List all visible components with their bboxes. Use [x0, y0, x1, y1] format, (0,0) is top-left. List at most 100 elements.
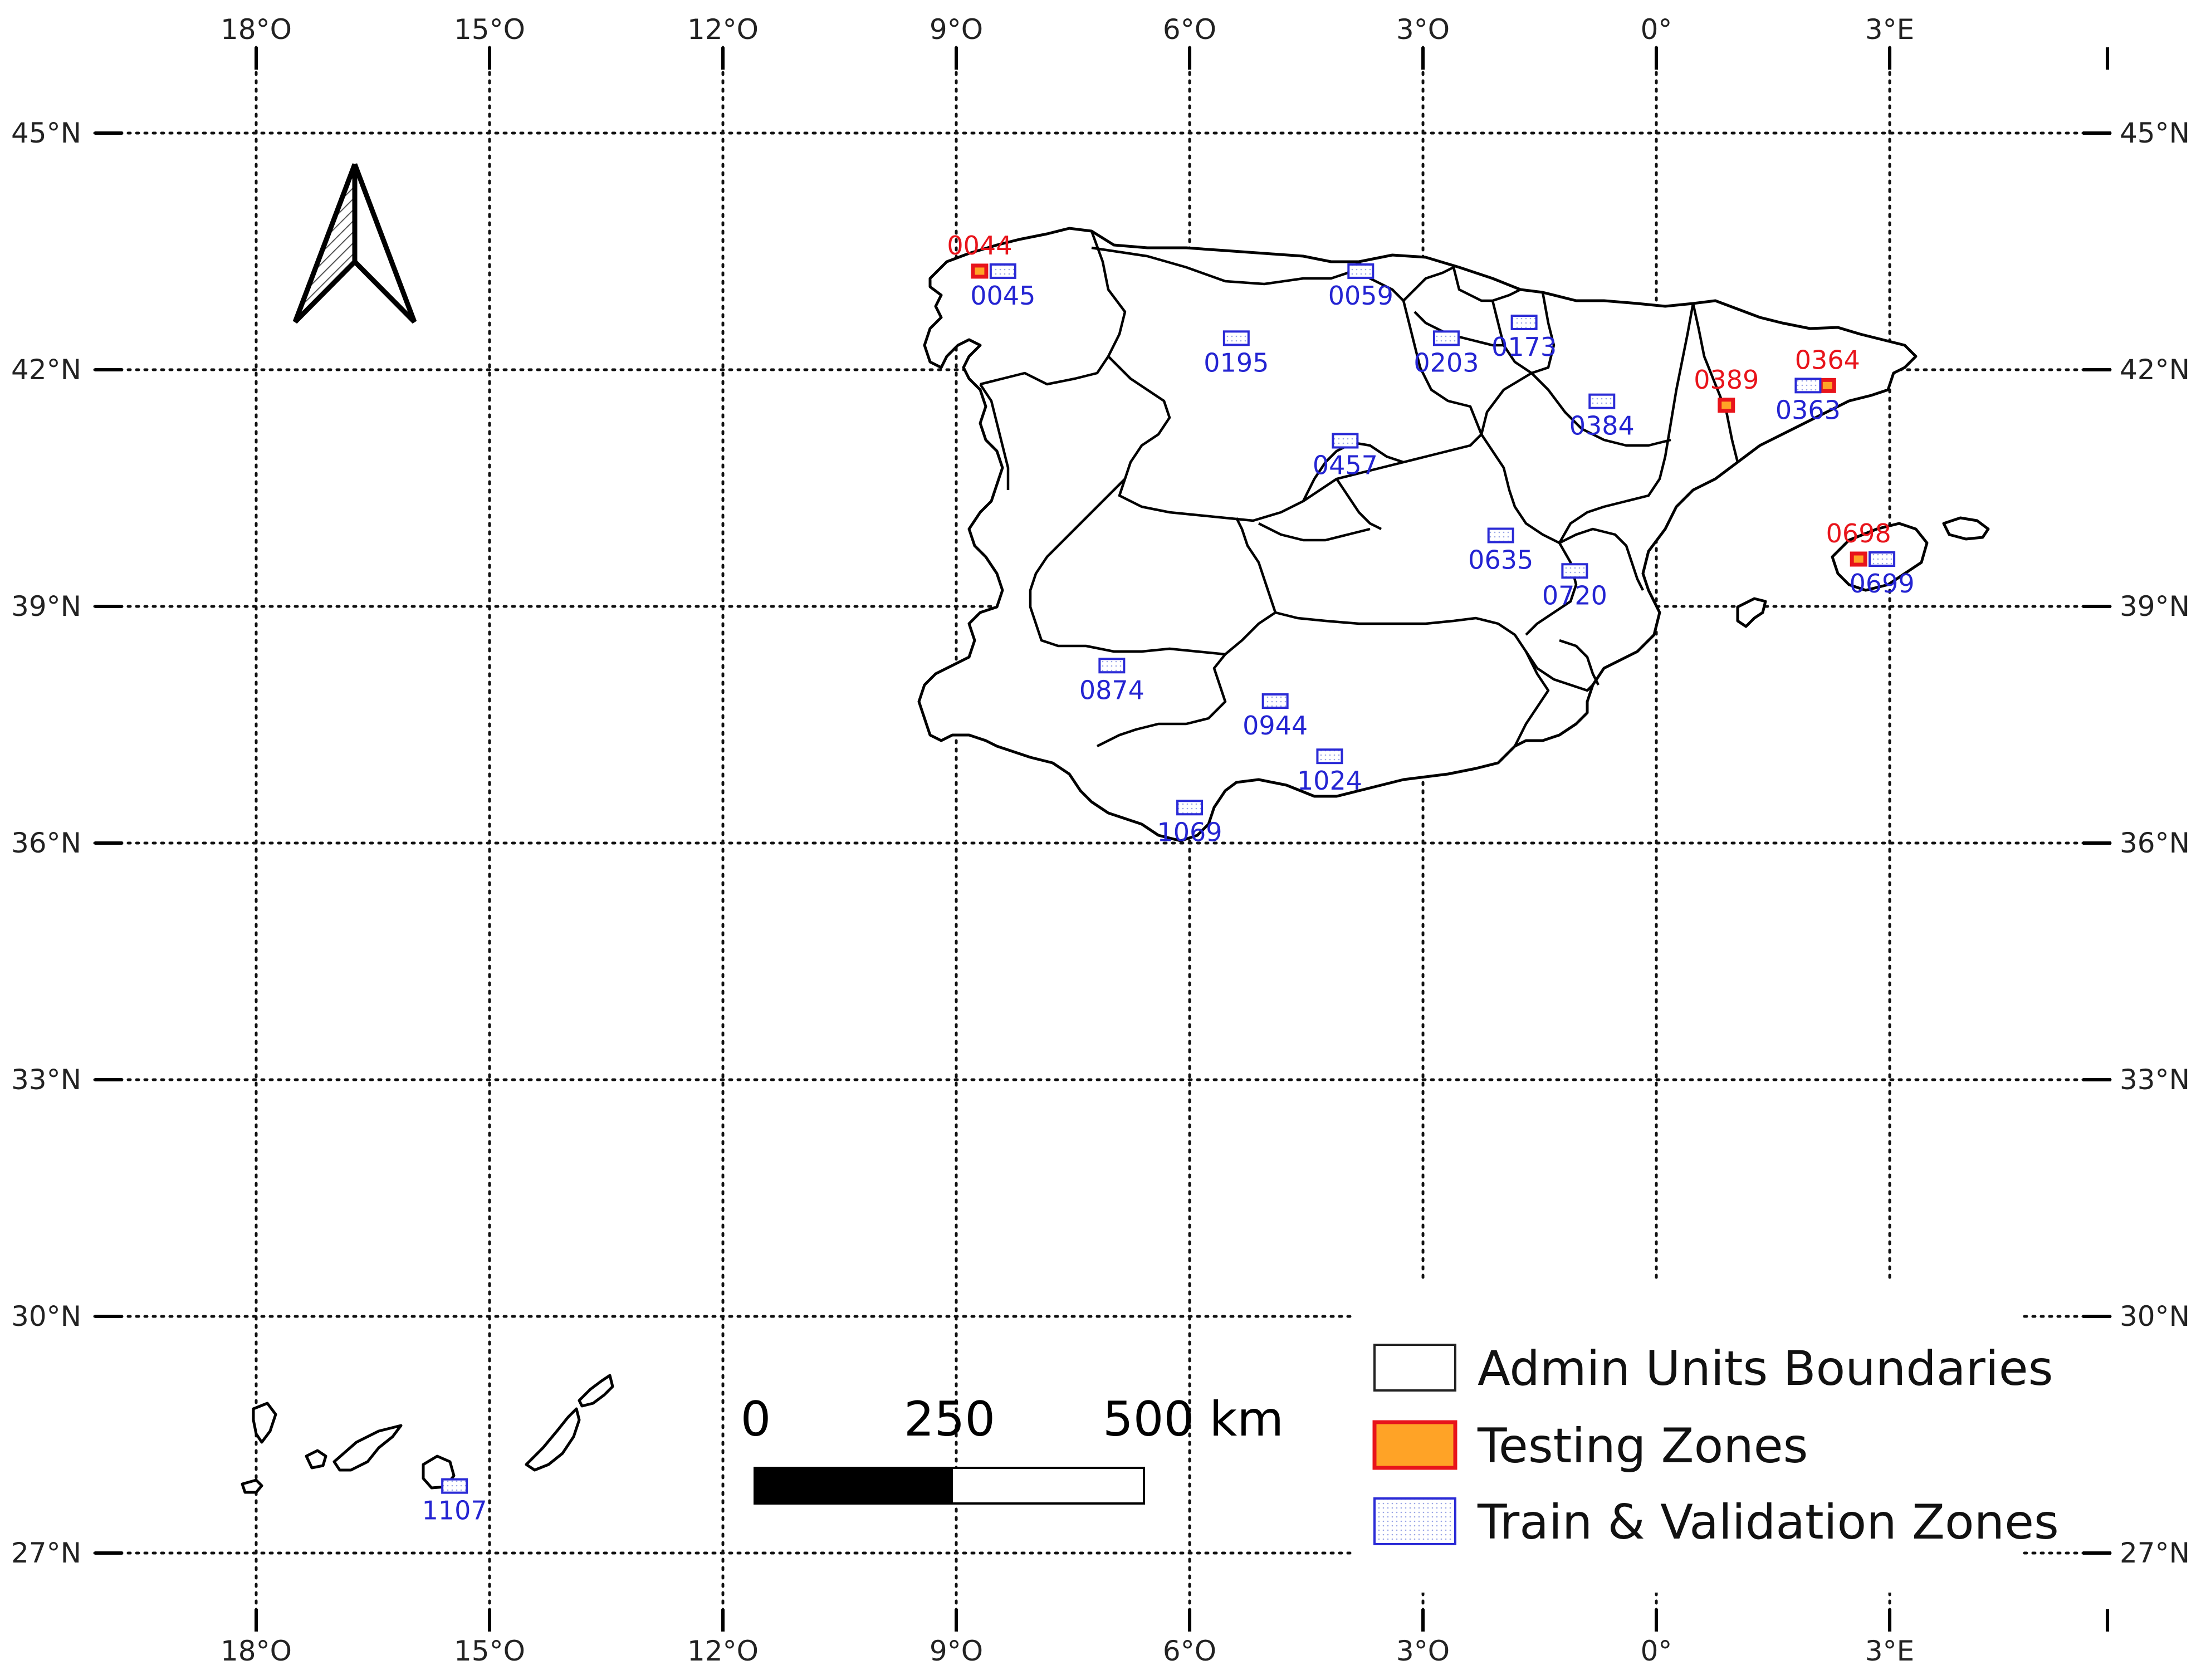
lat-label-right: 33°N	[2120, 1064, 2190, 1096]
ibiza	[1736, 597, 1767, 628]
lat-label-left: 39°N	[11, 590, 81, 623]
zone-label-0384: 0384	[1569, 411, 1635, 441]
lon-label-bottom: 15°O	[454, 1635, 525, 1667]
zone-label-0635: 0635	[1468, 545, 1533, 575]
zone-label-0389: 0389	[1694, 365, 1759, 395]
lat-label-right: 36°N	[2120, 827, 2190, 859]
lat-label-left: 42°N	[11, 354, 81, 386]
lon-label-bottom: 3°E	[1865, 1635, 1914, 1667]
zone-0045[interactable]	[989, 263, 1016, 279]
zone-1024[interactable]	[1316, 748, 1343, 765]
zone-0698[interactable]	[1850, 551, 1867, 567]
zone-0059[interactable]	[1347, 263, 1375, 279]
admin-boundary-castilla-leon	[1107, 355, 1483, 522]
lat-label-left: 36°N	[11, 827, 81, 859]
zone-0944[interactable]	[1261, 693, 1289, 709]
admin-boundary-murcia	[1513, 639, 1600, 747]
zone-label-0698: 0698	[1826, 518, 1891, 548]
admin-boundary-castilla-la-mancha	[1258, 522, 1578, 669]
lat-label-left: 45°N	[11, 117, 81, 149]
north-arrow-icon	[292, 163, 417, 324]
zone-0173[interactable]	[1510, 315, 1538, 331]
legend-label-train: Train & Validation Zones	[1477, 1495, 2059, 1550]
frame-ticks	[95, 47, 2111, 1632]
longitude-labels-bottom: 18°O 15°O 12°O 9°O 6°O 3°O 0° 3°E	[221, 1635, 1914, 1667]
zone-label-1024: 1024	[1297, 766, 1362, 796]
latitude-labels-left: 45°N 42°N 39°N 36°N 33°N 30°N 27°N	[11, 117, 81, 1569]
zone-0384[interactable]	[1588, 393, 1616, 409]
zone-label-0044: 0044	[947, 231, 1012, 261]
lat-label-right: 39°N	[2120, 590, 2190, 623]
admin-boundary-asturias	[1091, 246, 1360, 286]
lon-label-top: 3°O	[1396, 13, 1450, 46]
zone-label-0944: 0944	[1243, 711, 1308, 741]
lon-label-bottom: 0°	[1641, 1635, 1672, 1667]
zone-label-0874: 0874	[1079, 675, 1144, 705]
lon-label-bottom: 9°O	[930, 1635, 983, 1667]
menorca	[1942, 516, 1990, 541]
scale-label-250: 250	[904, 1392, 995, 1447]
admin-boundary-aragon-west	[1480, 372, 1561, 545]
scale-bar-white-segment	[951, 1467, 1145, 1505]
zone-0364[interactable]	[1818, 378, 1836, 393]
lon-label-bottom: 6°O	[1163, 1635, 1216, 1667]
la-gomera	[305, 1449, 327, 1470]
zone-0203[interactable]	[1432, 330, 1460, 346]
zone-label-0195: 0195	[1204, 347, 1269, 378]
lat-label-right: 30°N	[2120, 1300, 2190, 1333]
legend-swatch-testing	[1372, 1420, 1457, 1470]
zone-0363[interactable]	[1794, 378, 1822, 394]
admin-boundary-portugal	[979, 383, 1010, 490]
zone-label-0173: 0173	[1491, 332, 1557, 362]
zone-label-1107: 1107	[422, 1496, 487, 1526]
zone-0389[interactable]	[1718, 398, 1735, 413]
lat-label-right: 27°N	[2120, 1537, 2190, 1569]
zone-label-0363: 0363	[1775, 395, 1841, 425]
lon-label-top: 6°O	[1163, 13, 1216, 46]
admin-boundary-ebro	[1530, 372, 1671, 447]
zone-label-0720: 0720	[1542, 580, 1607, 610]
zone-label-0059: 0059	[1328, 281, 1393, 311]
lon-label-bottom: 3°O	[1396, 1635, 1450, 1667]
admin-boundary-extremadura	[1029, 478, 1277, 656]
zone-1107[interactable]	[441, 1478, 468, 1494]
admin-boundary-north-central	[1402, 300, 1483, 435]
zone-0195[interactable]	[1222, 330, 1250, 346]
admin-boundary-aragon-east	[1558, 303, 1695, 544]
lanzarote	[578, 1374, 614, 1408]
legend: Admin Units Boundaries Testing Zones Tra…	[1372, 1341, 2059, 1550]
lon-label-top: 15°O	[454, 13, 525, 46]
latitude-labels-right: 45°N 42°N 39°N 36°N 33°N 30°N 27°N	[2120, 117, 2190, 1569]
zone-1069[interactable]	[1176, 800, 1204, 816]
zone-0044[interactable]	[971, 263, 989, 279]
legend-label-testing: Testing Zones	[1477, 1418, 1808, 1474]
legend-swatch-train	[1373, 1497, 1456, 1545]
lon-label-top: 18°O	[221, 13, 292, 46]
iberian-peninsula	[917, 227, 1918, 843]
scale-label-500: 500 km	[1103, 1392, 1284, 1447]
lat-label-right: 45°N	[2120, 117, 2190, 149]
admin-boundary-valencia	[1558, 527, 1645, 591]
zone-0874[interactable]	[1098, 658, 1126, 674]
zone-label-1069: 1069	[1157, 817, 1222, 847]
la-palma	[252, 1402, 277, 1444]
legend-swatch-admin	[1373, 1344, 1456, 1392]
longitude-labels-top: 18°O 15°O 12°O 9°O 6°O 3°O 0° 3°E	[221, 13, 1914, 46]
lon-label-top: 0°	[1641, 13, 1672, 46]
zone-label-0203: 0203	[1413, 347, 1479, 378]
legend-background	[1353, 1281, 2022, 1593]
el-hierro	[241, 1478, 263, 1494]
fuerteventura	[525, 1407, 581, 1472]
zone-label-0457: 0457	[1313, 450, 1378, 481]
zone-0457[interactable]	[1332, 433, 1359, 449]
zone-label-0045: 0045	[970, 281, 1035, 311]
scale-bar-black-segment	[754, 1467, 953, 1505]
zone-0720[interactable]	[1561, 563, 1588, 579]
scale-label-0: 0	[741, 1392, 771, 1447]
lon-label-top: 9°O	[930, 13, 983, 46]
admin-boundary-catalonia	[1691, 303, 1739, 463]
scale-bar: 0 250 500 km	[741, 1392, 1284, 1505]
zone-0635[interactable]	[1487, 527, 1514, 543]
zone-0699[interactable]	[1869, 551, 1896, 567]
